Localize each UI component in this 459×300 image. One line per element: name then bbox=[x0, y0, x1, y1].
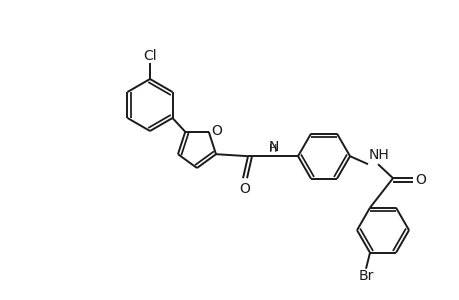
Text: O: O bbox=[239, 182, 250, 196]
Text: Cl: Cl bbox=[143, 49, 157, 63]
Text: O: O bbox=[210, 124, 221, 138]
Text: H: H bbox=[269, 144, 277, 154]
Text: N: N bbox=[269, 140, 279, 154]
Text: O: O bbox=[414, 173, 425, 187]
Text: NH: NH bbox=[368, 148, 389, 162]
Text: Br: Br bbox=[358, 269, 373, 283]
